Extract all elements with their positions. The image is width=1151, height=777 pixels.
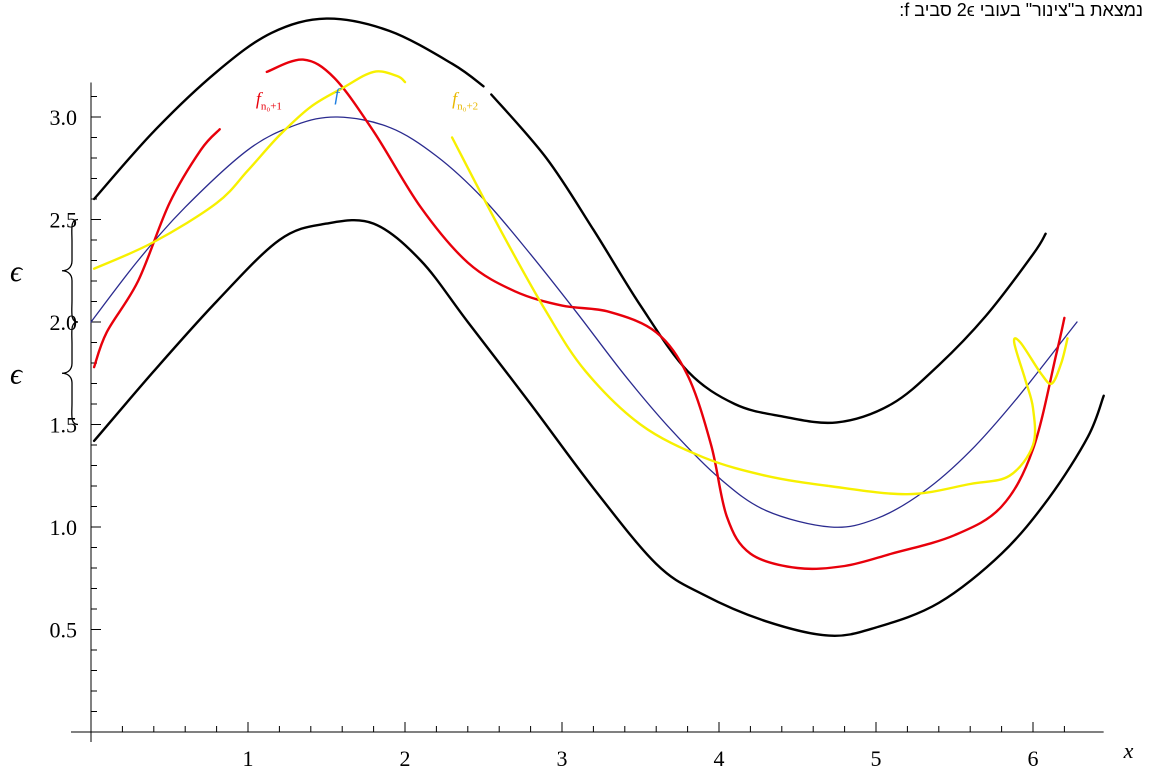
- y-tick-label: 2.5: [50, 208, 78, 233]
- series-line-lower-bound: [92, 219, 1105, 637]
- y-tick-label: 1.0: [50, 515, 78, 540]
- series-line-f-n0-2: [450, 136, 1069, 496]
- epsilon-label: ϵ: [10, 255, 24, 288]
- y-tick-label: 3.0: [50, 105, 78, 130]
- x-tick-label: 5: [871, 746, 882, 771]
- series-line-upper-bound: [490, 93, 1047, 425]
- series-line-f-n0-1: [265, 58, 1066, 571]
- x-tick-label: 6: [1028, 746, 1039, 771]
- epsilon-label: ϵ: [10, 357, 24, 390]
- caption-text: נמצאת ב"צינור" בעובי 2ϵ סביב f:: [899, 0, 1143, 20]
- series-line-f-n0-2: [92, 70, 407, 270]
- x-tick-label: 4: [714, 746, 725, 771]
- y-tick-label: 2.0: [50, 310, 78, 335]
- curve-label: fn₀+2: [452, 89, 478, 113]
- x-tick-label: 3: [557, 746, 568, 771]
- series-line-f-n0-1: [92, 128, 221, 369]
- y-tick-label: 0.5: [50, 618, 78, 643]
- series-line-f: [90, 116, 1078, 528]
- epsilon-brace: [61, 321, 79, 426]
- epsilon-brace: [61, 218, 79, 323]
- x-tick-label: 2: [400, 746, 411, 771]
- x-tick-label: 1: [243, 746, 254, 771]
- y-tick-label: 1.5: [50, 413, 78, 438]
- curve-label: f: [334, 85, 342, 105]
- series-line-upper-bound: [92, 17, 485, 201]
- x-axis-label: x: [1123, 738, 1134, 763]
- curve-label: fn₀+1: [256, 89, 282, 113]
